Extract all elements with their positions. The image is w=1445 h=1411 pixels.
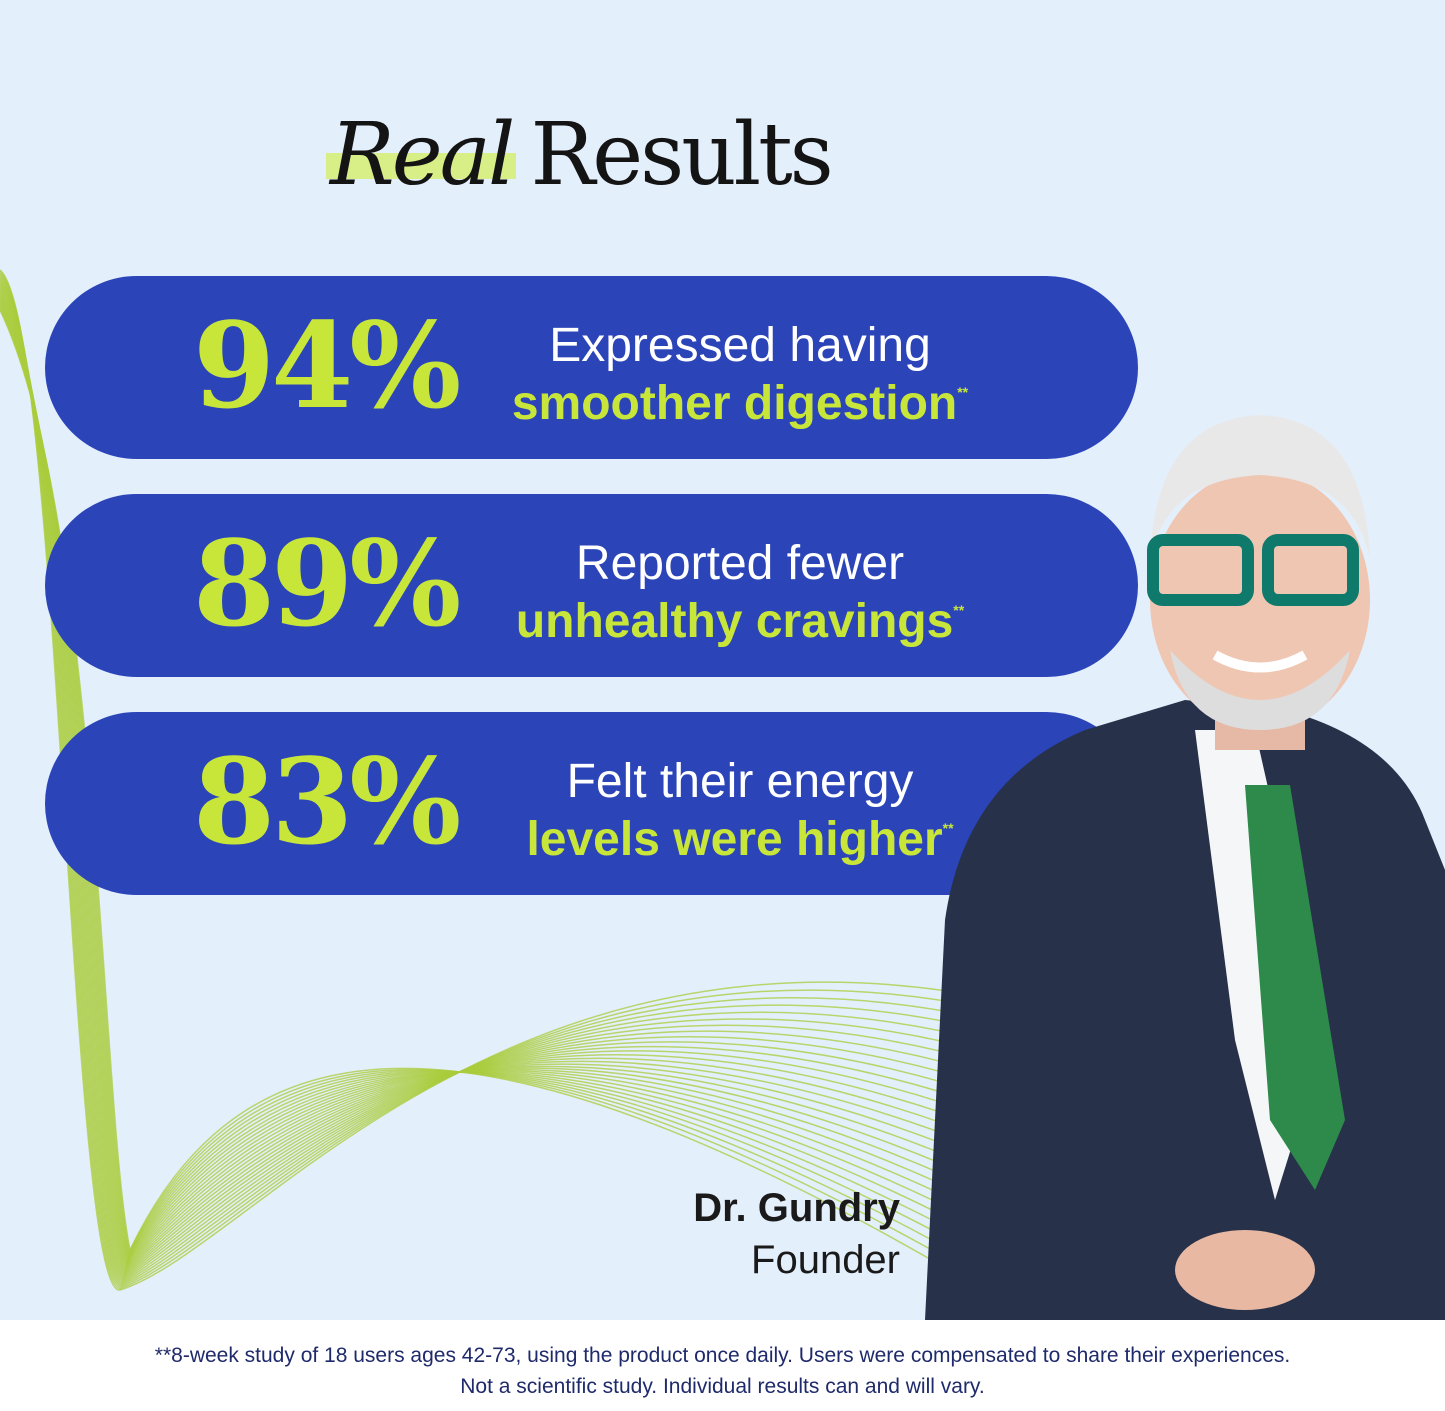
stat-line1: Reported fewer xyxy=(575,537,905,590)
stat-percent: 89% xyxy=(193,514,461,653)
page-title: Real Results xyxy=(326,105,834,205)
stat-line1: Expressed having xyxy=(549,319,931,372)
title-regular: Results xyxy=(530,105,833,205)
stat-line2: unhealthy cravings** xyxy=(515,595,965,648)
person-name: Dr. Gundry xyxy=(693,1186,900,1230)
stat-line1: Felt their energy xyxy=(566,755,914,808)
stat-pill: 94% Expressed having smoother digestion*… xyxy=(45,276,1138,459)
disclaimer-line1: **8-week study of 18 users ages 42-73, u… xyxy=(154,1344,1291,1367)
stat-line2: levels were higher** xyxy=(526,813,954,866)
title-italic: Real xyxy=(330,105,515,205)
person-role: Founder xyxy=(751,1238,900,1282)
stat-percent: 94% xyxy=(193,296,461,435)
disclaimer-footer: **8-week study of 18 users ages 42-73, u… xyxy=(0,1320,1445,1411)
founder-photo xyxy=(925,415,1445,1320)
stat-line2: smoother digestion** xyxy=(511,377,969,430)
disclaimer-line2: Not a scientific study. Individual resul… xyxy=(460,1375,985,1398)
stat-pill: 89% Reported fewer unhealthy cravings** xyxy=(45,494,1138,677)
stat-pill: 83% Felt their energy levels were higher… xyxy=(45,712,1138,895)
stat-percent: 83% xyxy=(193,732,461,871)
